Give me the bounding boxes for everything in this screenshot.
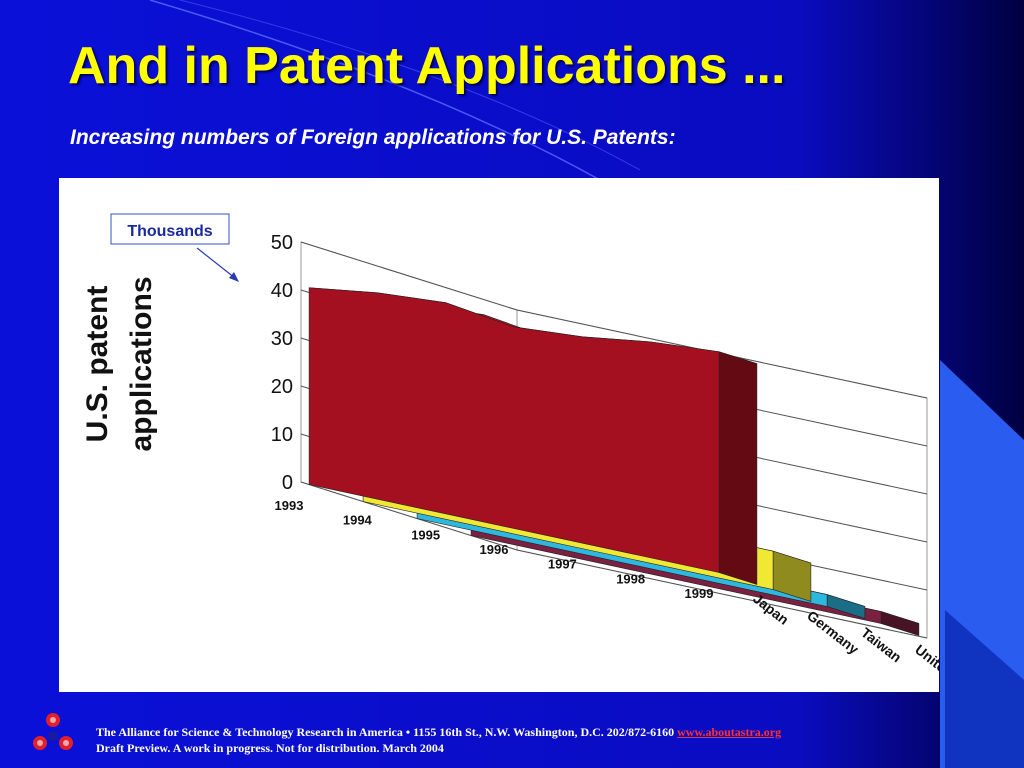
y-tick-label: 10 (271, 424, 293, 446)
y-tick-label: 20 (271, 376, 293, 398)
y-axis-title-line-2: applications (125, 276, 158, 451)
gridline (300, 241, 928, 399)
unit-pointer-arrowhead (229, 272, 239, 282)
x-tick-label: 1993 (275, 498, 304, 513)
y-tick-label: 40 (271, 280, 293, 302)
y-tick-label: 50 (271, 232, 293, 254)
x-tick-label: 1994 (343, 513, 373, 528)
footer-line-1: The Alliance for Science & Technology Re… (96, 724, 781, 740)
series-end-cap (718, 351, 758, 585)
footer: The Alliance for Science & Technology Re… (96, 724, 781, 756)
x-tick-label: 1999 (685, 586, 714, 601)
footer-line-2: Draft Preview. A work in progress. Not f… (96, 741, 444, 755)
series-front-face (308, 287, 720, 573)
decorative-panel-dark (945, 610, 1024, 768)
series-label: United Kingdom (912, 641, 939, 692)
chart-panel: 0 10 20 30 40 50 1993 1994 1995 1996 1997 1998 1999 J… (59, 178, 939, 692)
series-japan (308, 287, 758, 585)
x-tick-label: 1996 (480, 542, 509, 557)
y-tick-label: 30 (271, 328, 293, 350)
x-tick-label: 1997 (548, 557, 577, 572)
x-tick-label: 1995 (411, 527, 440, 542)
decorative-curve (149, 0, 601, 181)
astra-logo (33, 713, 73, 750)
slide-subtitle: Increasing numbers of Foreign applicatio… (70, 126, 676, 149)
decorative-curve (179, 0, 641, 171)
x-tick-label: 1998 (616, 571, 645, 586)
unit-label: Thousands (127, 223, 212, 240)
footer-link[interactable]: www.aboutastra.org (677, 725, 782, 739)
footer-address: The Alliance for Science & Technology Re… (96, 725, 678, 739)
gridline (300, 481, 928, 639)
unit-pointer-line (196, 247, 236, 279)
slide-title: And in Patent Applications ... (68, 37, 786, 95)
y-axis-title-line-1: U.S. patent (81, 286, 114, 443)
unit-label-box (110, 213, 230, 245)
y-tick-label: 0 (282, 472, 293, 494)
